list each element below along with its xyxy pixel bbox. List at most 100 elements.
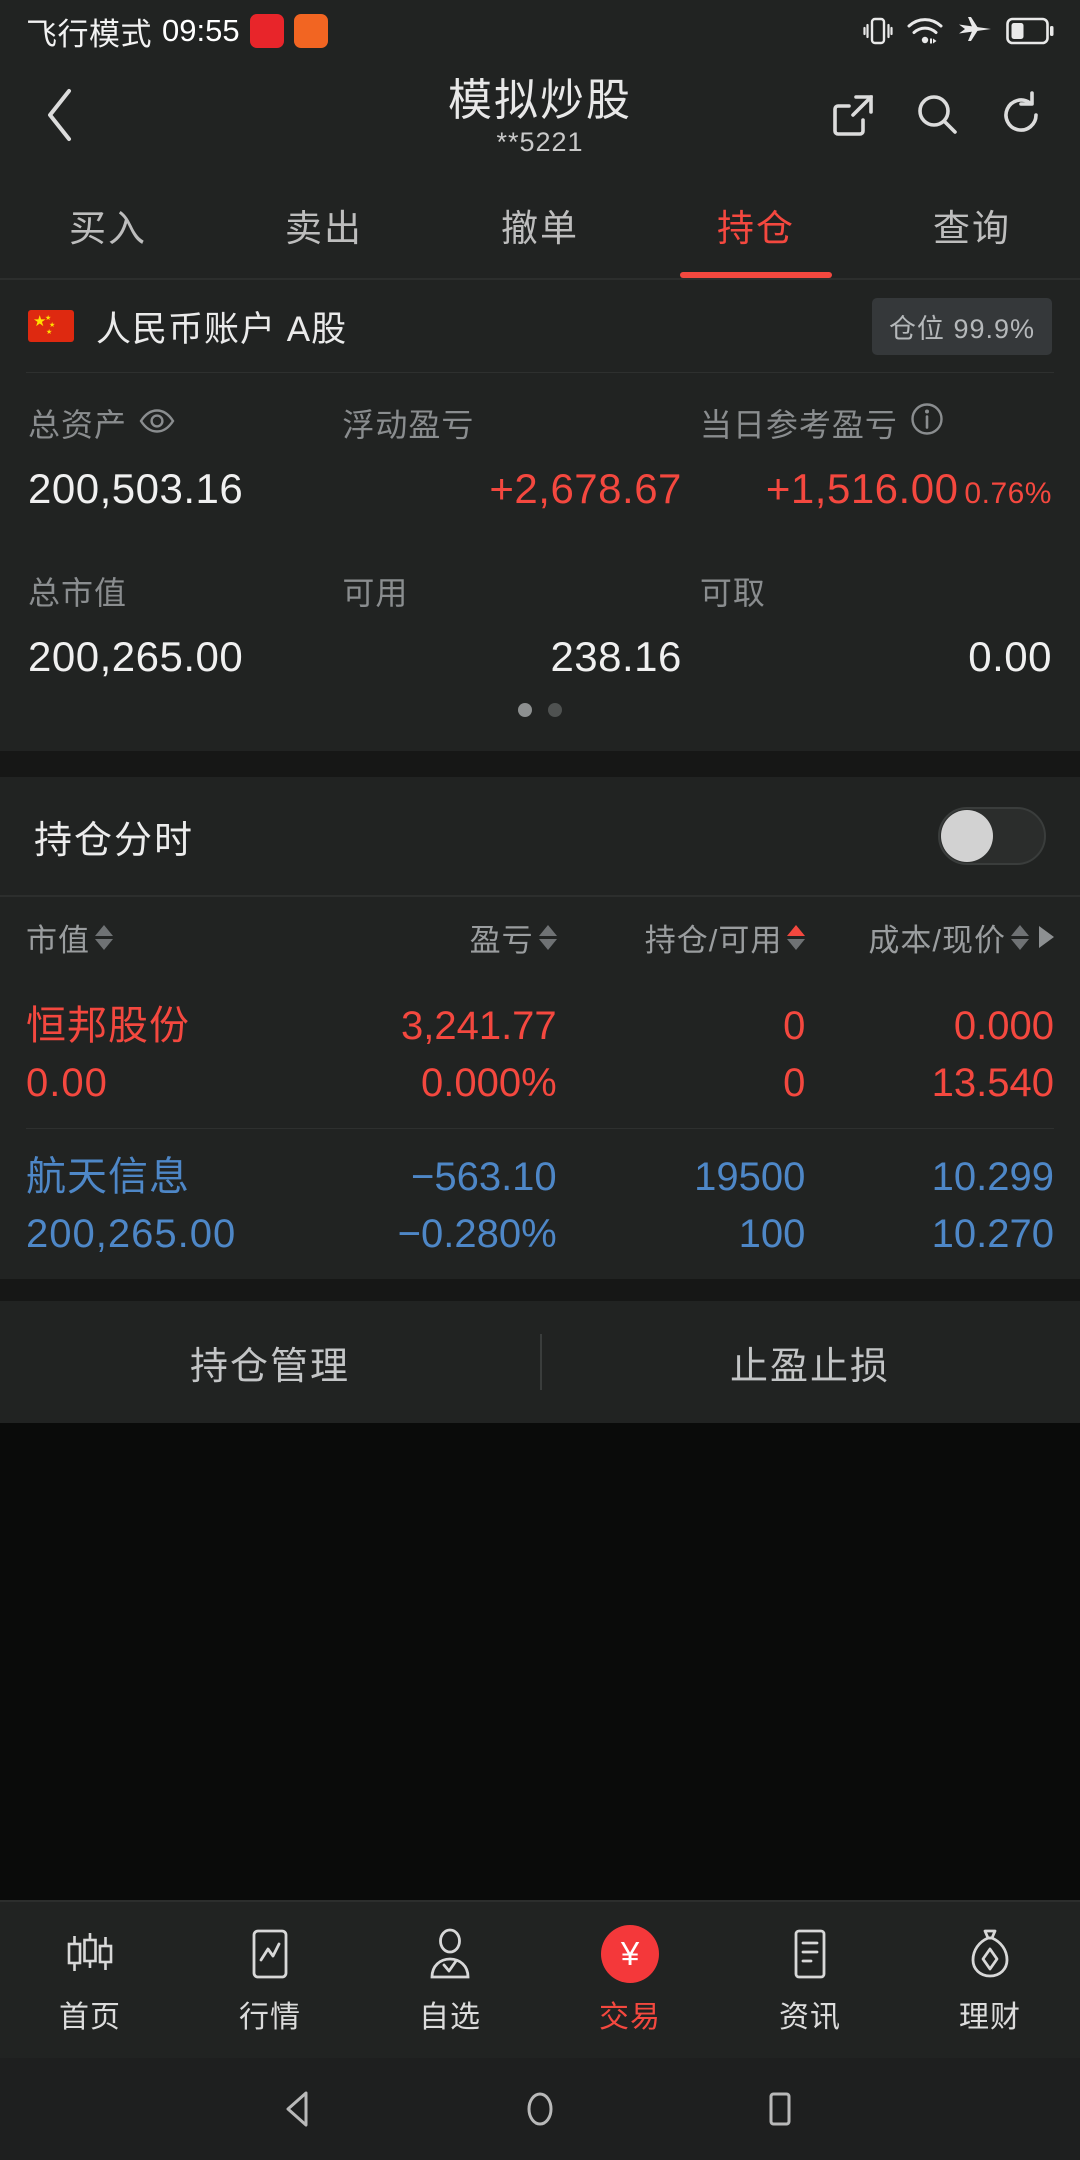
page-dot-2[interactable] [548, 703, 562, 717]
column-header-cost-price[interactable]: 成本/现价 [823, 915, 1055, 960]
stat-market-value-label: 总市值 [28, 575, 128, 611]
stat-total-assets-label-group: 总资产 [28, 399, 342, 447]
page-title: 模拟炒股 [448, 76, 632, 125]
column-header-profit-label: 盈亏 [469, 922, 534, 958]
stat-daily-pnl: 当日参考盈亏 +1,516.00 0.76% [700, 399, 1052, 513]
section-gap-lower [0, 1279, 1080, 1301]
stat-withdrawable: 可取 0.00 [700, 567, 1052, 681]
vibrate-icon [863, 14, 893, 48]
money-bag-icon [966, 1924, 1014, 1984]
account-header-row[interactable]: ★ ★ ★ ★ 人民币账户 A股 仓位 99.9% [0, 280, 1080, 372]
nav-item-market-label: 行情 [239, 2001, 301, 2034]
cell-cost: 0.000 [953, 1004, 1055, 1048]
header-actions [824, 88, 1080, 146]
column-header-cost-price-label: 成本/现价 [868, 922, 1007, 958]
watchlist-person-icon [425, 1924, 475, 1984]
account-stats: 总资产 200,503.16 浮动盈亏 +2,678.67 当日参考盈 [0, 373, 1080, 739]
info-icon[interactable] [910, 402, 944, 444]
nav-item-trade[interactable]: ¥ 交易 [540, 1924, 720, 2036]
column-header-position-available[interactable]: 持仓/可用 [575, 915, 806, 960]
refresh-button[interactable] [992, 88, 1050, 146]
stat-daily-pnl-value: +1,516.00 [765, 465, 959, 512]
stat-daily-pnl-label: 当日参考盈亏 [699, 407, 898, 443]
account-summary-card: ★ ★ ★ ★ 人民币账户 A股 仓位 99.9% 总资产 200,503.16 [0, 280, 1080, 751]
battery-icon [1006, 17, 1054, 45]
holdings-chart-toggle-row[interactable]: 持仓分时 [0, 777, 1080, 897]
stat-withdrawable-value: 0.00 [968, 633, 1052, 680]
column-header-position-available-label: 持仓/可用 [644, 922, 783, 958]
stop-profit-loss-button[interactable]: 止盈止损 [540, 1335, 1080, 1390]
candlestick-icon [62, 1924, 118, 1984]
tab-sell[interactable]: 卖出 [285, 208, 363, 249]
tab-query[interactable]: 查询 [933, 208, 1011, 249]
share-button[interactable] [824, 88, 882, 146]
tab-buy[interactable]: 买入 [69, 208, 147, 249]
chevron-right-icon[interactable] [1039, 926, 1055, 948]
trade-tabs: 买入 卖出 撤单 持仓 查询 [0, 172, 1080, 280]
stats-row-primary: 总资产 200,503.16 浮动盈亏 +2,678.67 当日参考盈 [0, 399, 1080, 513]
cell-available: 100 [738, 1212, 806, 1256]
nav-item-wealth-label: 理财 [959, 2001, 1021, 2034]
yen-trade-icon: ¥ [601, 1924, 659, 1984]
nav-item-watchlist[interactable]: 自选 [360, 1924, 540, 2036]
nav-item-market[interactable]: 行情 [180, 1924, 360, 2036]
account-number-label: **5221 [496, 127, 584, 157]
cell-market-value: 0.00 [26, 1061, 108, 1105]
table-row-line-secondary: 0.00 0.000% 0 13.540 [26, 1061, 1054, 1106]
status-bar-left: 飞行模式 09:55 [26, 9, 328, 54]
cell-stock-name: 恒邦股份 [26, 1004, 190, 1048]
stat-daily-pnl-label-group: 当日参考盈亏 [700, 399, 1052, 447]
stat-floating-pnl-value: +2,678.67 [489, 465, 682, 512]
cell-position: 0 [783, 1004, 806, 1048]
back-triangle-icon[interactable] [255, 2058, 345, 2160]
positions-table-header: 市值 盈亏 持仓/可用 成本/现价 [0, 897, 1080, 977]
column-header-market-value[interactable]: 市值 [26, 915, 326, 960]
search-button[interactable] [908, 88, 966, 146]
position-management-button[interactable]: 持仓管理 [189, 1345, 350, 1388]
cell-position: 19500 [694, 1155, 806, 1199]
home-circle-icon[interactable] [495, 2058, 585, 2160]
table-row[interactable]: 航天信息 −563.10 19500 10.299 200,265.00 −0.… [0, 1128, 1080, 1279]
stat-floating-pnl: 浮动盈亏 +2,678.67 [342, 399, 682, 513]
cell-profit: 3,241.77 [400, 1004, 557, 1048]
holdings-chart-toggle-label: 持仓分时 [34, 819, 195, 862]
stat-withdrawable-label: 可取 [699, 575, 766, 611]
cell-available: 0 [783, 1061, 806, 1105]
account-divider [26, 372, 1054, 373]
nav-item-news[interactable]: 资讯 [720, 1924, 900, 2036]
stat-total-assets-value: 200,503.16 [28, 465, 244, 512]
nav-item-home-label: 首页 [59, 2001, 121, 2034]
stat-withdrawable-label-group: 可取 [700, 567, 1052, 615]
table-row-line-secondary: 200,265.00 −0.280% 100 10.270 [26, 1212, 1054, 1257]
wifi-icon [906, 15, 944, 47]
table-row[interactable]: 恒邦股份 3,241.77 0 0.000 0.00 0.000% 0 13.5… [0, 977, 1080, 1128]
cell-profit: −563.10 [410, 1155, 557, 1199]
table-row-line-primary: 恒邦股份 3,241.77 0 0.000 [26, 993, 1054, 1051]
stats-row-secondary: 总市值 200,265.00 可用 238.16 可取 0.00 [0, 567, 1080, 681]
tab-cancel-order[interactable]: 撤单 [501, 208, 579, 249]
holdings-chart-switch[interactable] [938, 807, 1046, 865]
cell-profit-percent: −0.280% [397, 1212, 557, 1256]
nav-item-wealth[interactable]: 理财 [900, 1924, 1080, 2036]
page-dot-1[interactable] [518, 703, 532, 717]
tab-positions[interactable]: 持仓 [648, 172, 864, 278]
stat-available-label: 可用 [342, 575, 409, 611]
stat-floating-pnl-label-group: 浮动盈亏 [342, 399, 682, 447]
airplane-icon [957, 15, 993, 47]
market-chart-icon [246, 1924, 294, 1984]
position-ratio-badge: 仓位 99.9% [871, 297, 1052, 355]
stat-available: 可用 238.16 [342, 567, 682, 681]
app-header: 模拟炒股 **5221 [0, 62, 1080, 172]
column-header-profit[interactable]: 盈亏 [326, 915, 557, 960]
stat-total-assets-label: 总资产 [28, 407, 128, 443]
search-icon [911, 89, 963, 146]
back-button[interactable] [0, 62, 120, 172]
position-actions: 持仓管理 止盈止损 [0, 1301, 1080, 1423]
column-header-market-value-label: 市值 [26, 922, 90, 958]
eye-icon[interactable] [139, 405, 175, 442]
section-gap [0, 751, 1080, 777]
news-document-icon [787, 1924, 833, 1984]
nav-item-home[interactable]: 首页 [0, 1924, 180, 2036]
stat-market-value: 总市值 200,265.00 [28, 567, 342, 681]
recents-square-icon[interactable] [735, 2058, 825, 2160]
